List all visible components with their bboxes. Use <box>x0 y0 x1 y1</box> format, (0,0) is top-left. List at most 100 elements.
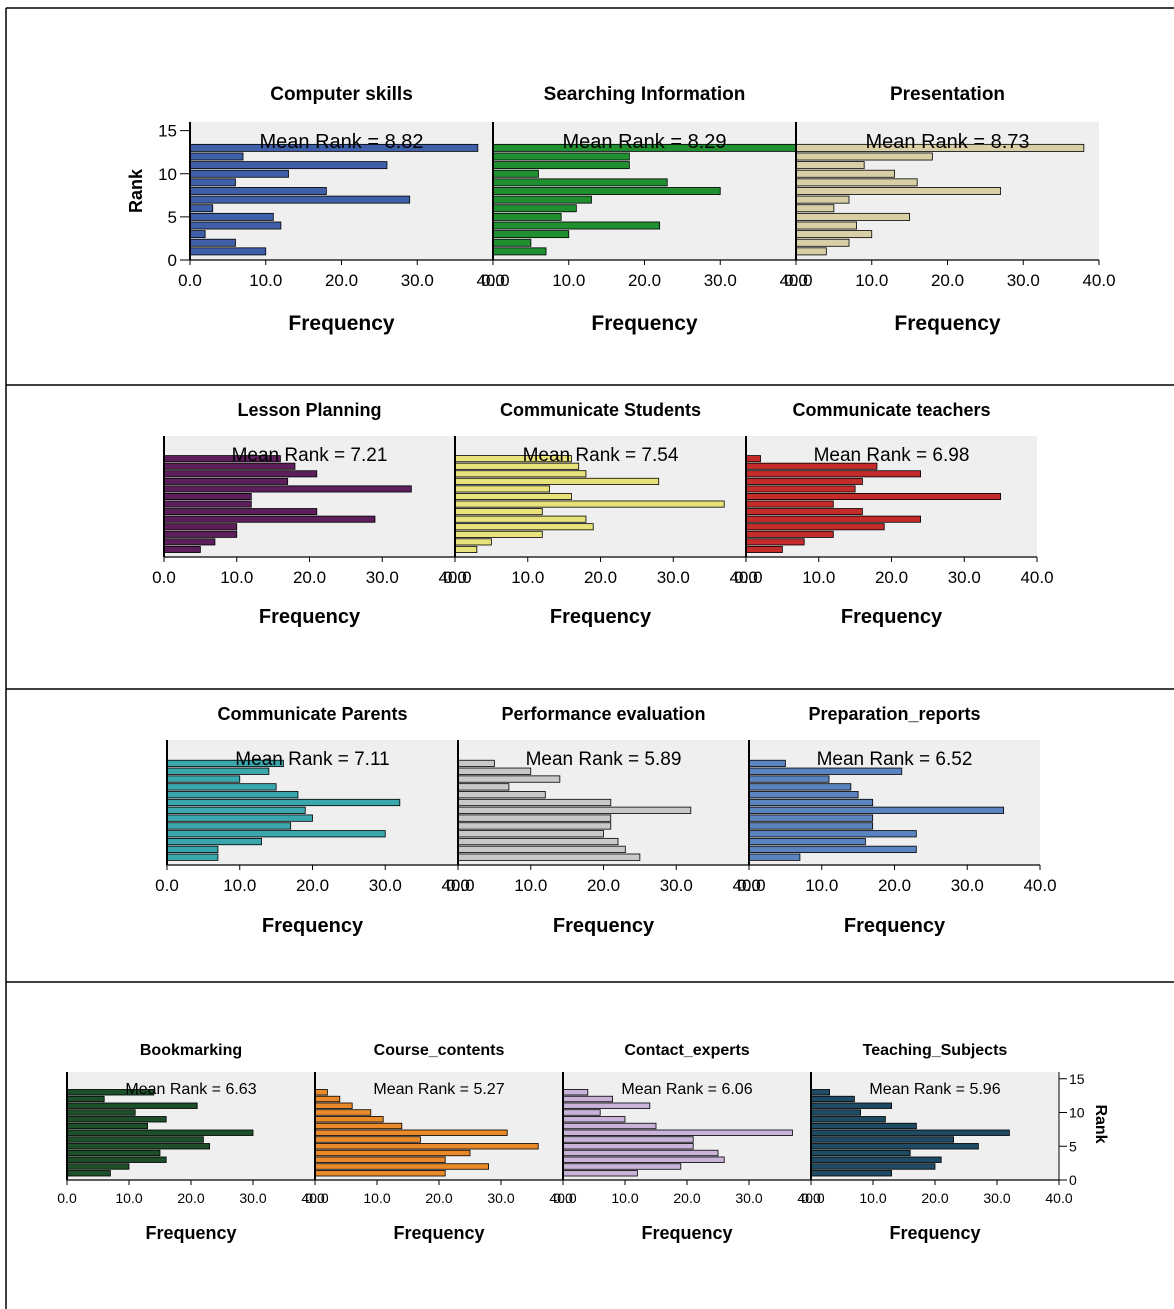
bar <box>66 1102 198 1109</box>
bar <box>66 1136 204 1143</box>
x-axis-label: Frequency <box>591 312 698 335</box>
x-tick-label: 40.0 <box>301 1190 328 1206</box>
x-tick-label: 20.0 <box>425 1190 452 1206</box>
x-tick-label: 20.0 <box>325 271 358 290</box>
bar <box>745 492 1002 501</box>
y-tick-label: 15 <box>158 122 177 141</box>
x-axis-label: Frequency <box>259 606 361 628</box>
chart-panel-10: Bookmarking Mean Rank = 6.63 0.0 10.0 20.0 30… <box>57 1042 329 1243</box>
bar <box>454 477 660 485</box>
bar <box>66 1095 105 1103</box>
bar <box>748 806 1005 814</box>
bar <box>810 1129 1010 1136</box>
panels: Computer skills Mean Rank = 8.82 0.0 10.0 20… <box>57 84 1115 1243</box>
bar <box>66 1156 167 1163</box>
mean-rank-label: Mean Rank = 7.11 <box>235 749 389 770</box>
x-tick-label: 0.0 <box>57 1190 77 1206</box>
bar <box>562 1116 626 1123</box>
bar <box>163 500 252 508</box>
y-tick-label: 0 <box>1069 1172 1077 1188</box>
chart-panel-6: Communicate teachers Mean Rank = 6.98 0.0 1… <box>734 400 1053 628</box>
panel-title: Course_contents <box>374 1042 505 1059</box>
bar <box>562 1102 651 1109</box>
x-tick-label: 40.0 <box>797 1190 824 1206</box>
bar <box>166 822 292 830</box>
bar <box>795 152 933 161</box>
bar <box>163 470 318 478</box>
panel-title: Lesson Planning <box>237 400 381 420</box>
bar <box>189 238 236 247</box>
bar <box>745 538 805 546</box>
bar <box>562 1095 613 1103</box>
bar <box>454 515 587 523</box>
bar <box>810 1156 942 1163</box>
bar <box>745 523 885 531</box>
bar <box>66 1149 161 1157</box>
bar <box>745 508 863 516</box>
bar <box>745 500 834 508</box>
x-tick-label: 40.0 <box>441 876 474 895</box>
bar <box>795 212 911 221</box>
bar <box>314 1129 508 1136</box>
bar <box>492 238 532 247</box>
bar <box>748 783 852 791</box>
chart-panel-5: Communicate Students Mean Rank = 7.54 0.0 1… <box>443 400 762 628</box>
bar <box>66 1170 111 1177</box>
bar <box>66 1163 130 1170</box>
x-axis-label: Frequency <box>844 915 946 937</box>
x-tick-label: 40.0 <box>549 1190 576 1206</box>
bar <box>166 798 401 807</box>
mean-rank-label: Mean Rank = 6.06 <box>621 1081 752 1098</box>
panel-title: Performance evaluation <box>501 704 705 724</box>
bar <box>745 515 922 523</box>
x-tick-label: 20.0 <box>293 568 326 587</box>
bar <box>163 530 238 538</box>
mean-rank-label: Mean Rank = 7.21 <box>232 445 388 466</box>
bar <box>810 1163 936 1170</box>
bar <box>454 538 492 546</box>
bar <box>166 830 386 838</box>
bar <box>189 169 289 178</box>
bar <box>163 508 318 516</box>
x-tick-label: 0.0 <box>178 271 202 290</box>
x-axis-label: Frequency <box>889 1223 980 1243</box>
y-tick-label: 0 <box>168 251 177 270</box>
chart-panel-11: Course_contents Mean Rank = 5.27 0.0 10.0 20… <box>305 1042 577 1243</box>
x-tick-label: 30.0 <box>704 271 737 290</box>
bar <box>562 1089 589 1096</box>
x-tick-label: 20.0 <box>931 271 964 290</box>
x-tick-label: 30.0 <box>657 568 690 587</box>
y-axis-label: Rank <box>126 168 146 213</box>
chart-panel-9: Preparation_reports Mean Rank = 6.52 0.0 10… <box>737 704 1056 937</box>
mean-rank-label: Mean Rank = 6.63 <box>125 1081 256 1098</box>
chart-panel-3: Presentation Mean Rank = 8.73 0.0 10.0 20.0 3… <box>784 84 1115 335</box>
x-tick-label: 20.0 <box>628 271 661 290</box>
x-tick-label: 10.0 <box>223 876 256 895</box>
bar <box>492 221 661 230</box>
bar <box>457 845 626 853</box>
mean-rank-label: Mean Rank = 5.96 <box>869 1081 1000 1098</box>
bar <box>189 187 327 195</box>
bar <box>492 230 570 239</box>
panel-title: Communicate Parents <box>217 704 407 724</box>
panel-title: Bookmarking <box>140 1042 242 1059</box>
mean-rank-label: Mean Rank = 5.89 <box>526 749 682 770</box>
bar <box>457 775 561 783</box>
x-tick-label: 20.0 <box>875 568 908 587</box>
x-tick-label: 0.0 <box>305 1190 325 1206</box>
bar <box>492 195 592 204</box>
bar <box>66 1122 148 1130</box>
bar <box>314 1095 341 1103</box>
bar <box>314 1143 539 1150</box>
bar <box>166 791 299 799</box>
x-tick-label: 10.0 <box>802 568 835 587</box>
panel-title: Searching Information <box>544 84 746 105</box>
x-tick-label: 20.0 <box>587 876 620 895</box>
x-tick-label: 20.0 <box>878 876 911 895</box>
x-tick-label: 0.0 <box>155 876 179 895</box>
mean-rank-label: Mean Rank = 8.29 <box>563 131 727 153</box>
x-tick-label: 30.0 <box>660 876 693 895</box>
bar <box>810 1116 886 1123</box>
mean-rank-label: Mean Rank = 7.54 <box>523 445 679 466</box>
bar <box>562 1149 719 1157</box>
